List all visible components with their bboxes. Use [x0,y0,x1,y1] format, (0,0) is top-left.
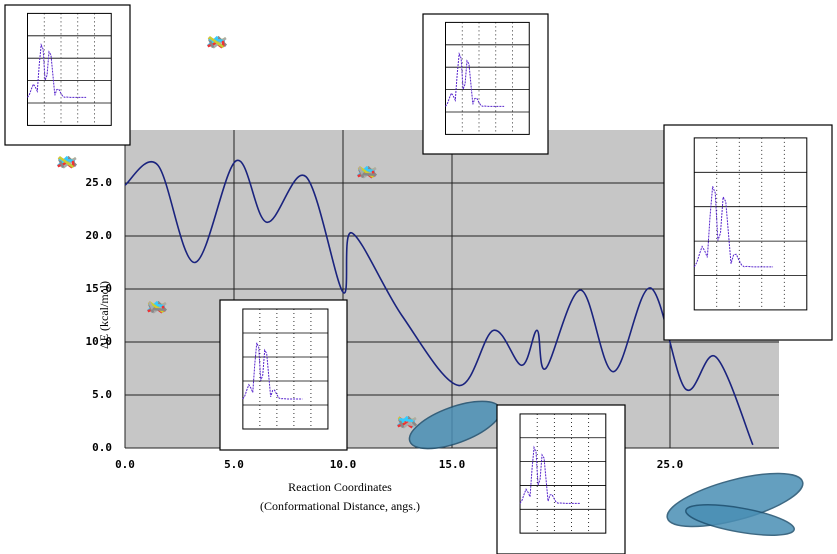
x-axis-title: Reaction Coordinates [288,480,392,494]
spectrum-inset [664,125,832,340]
spectrum-inset [423,14,548,154]
molecule-bond [153,309,166,310]
spectrum-inset [497,405,625,554]
spectrum-inset [5,5,130,145]
x-tick-label: 10.0 [330,458,357,471]
y-tick-label: 20.0 [86,229,113,242]
spectrum-inset [220,300,347,450]
molecule-bond [399,419,413,421]
chart: 0.05.010.015.020.025.00.05.010.015.025.0… [0,0,837,554]
y-tick-label: 5.0 [92,388,112,401]
x-tick-label: 15.0 [439,458,466,471]
y-tick-label: 0.0 [92,441,112,454]
x-tick-label: 25.0 [657,458,684,471]
x-axis-subtitle: (Conformational Distance, angs.) [260,499,420,513]
y-axis-title: ΔE (kcal/mol) [97,281,111,349]
x-tick-label: 5.0 [224,458,244,471]
y-tick-label: 25.0 [86,176,113,189]
x-tick-label: 0.0 [115,458,135,471]
molecule-bond [363,174,376,175]
